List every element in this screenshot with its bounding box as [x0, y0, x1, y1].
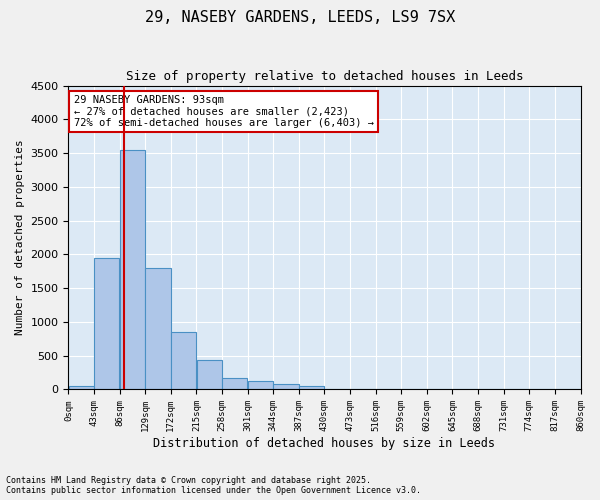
- Title: Size of property relative to detached houses in Leeds: Size of property relative to detached ho…: [126, 70, 523, 83]
- Text: Contains HM Land Registry data © Crown copyright and database right 2025.
Contai: Contains HM Land Registry data © Crown c…: [6, 476, 421, 495]
- Text: 29 NASEBY GARDENS: 93sqm
← 27% of detached houses are smaller (2,423)
72% of sem: 29 NASEBY GARDENS: 93sqm ← 27% of detach…: [74, 94, 374, 128]
- Bar: [94, 258, 119, 390]
- Bar: [222, 378, 247, 390]
- Bar: [197, 360, 222, 390]
- Text: 29, NASEBY GARDENS, LEEDS, LS9 7SX: 29, NASEBY GARDENS, LEEDS, LS9 7SX: [145, 10, 455, 25]
- Bar: [248, 382, 273, 390]
- Bar: [145, 268, 170, 390]
- Bar: [274, 384, 299, 390]
- Bar: [120, 150, 145, 390]
- Bar: [299, 386, 325, 390]
- Bar: [171, 332, 196, 390]
- Y-axis label: Number of detached properties: Number of detached properties: [15, 140, 25, 336]
- Bar: [68, 386, 94, 390]
- X-axis label: Distribution of detached houses by size in Leeds: Distribution of detached houses by size …: [154, 437, 496, 450]
